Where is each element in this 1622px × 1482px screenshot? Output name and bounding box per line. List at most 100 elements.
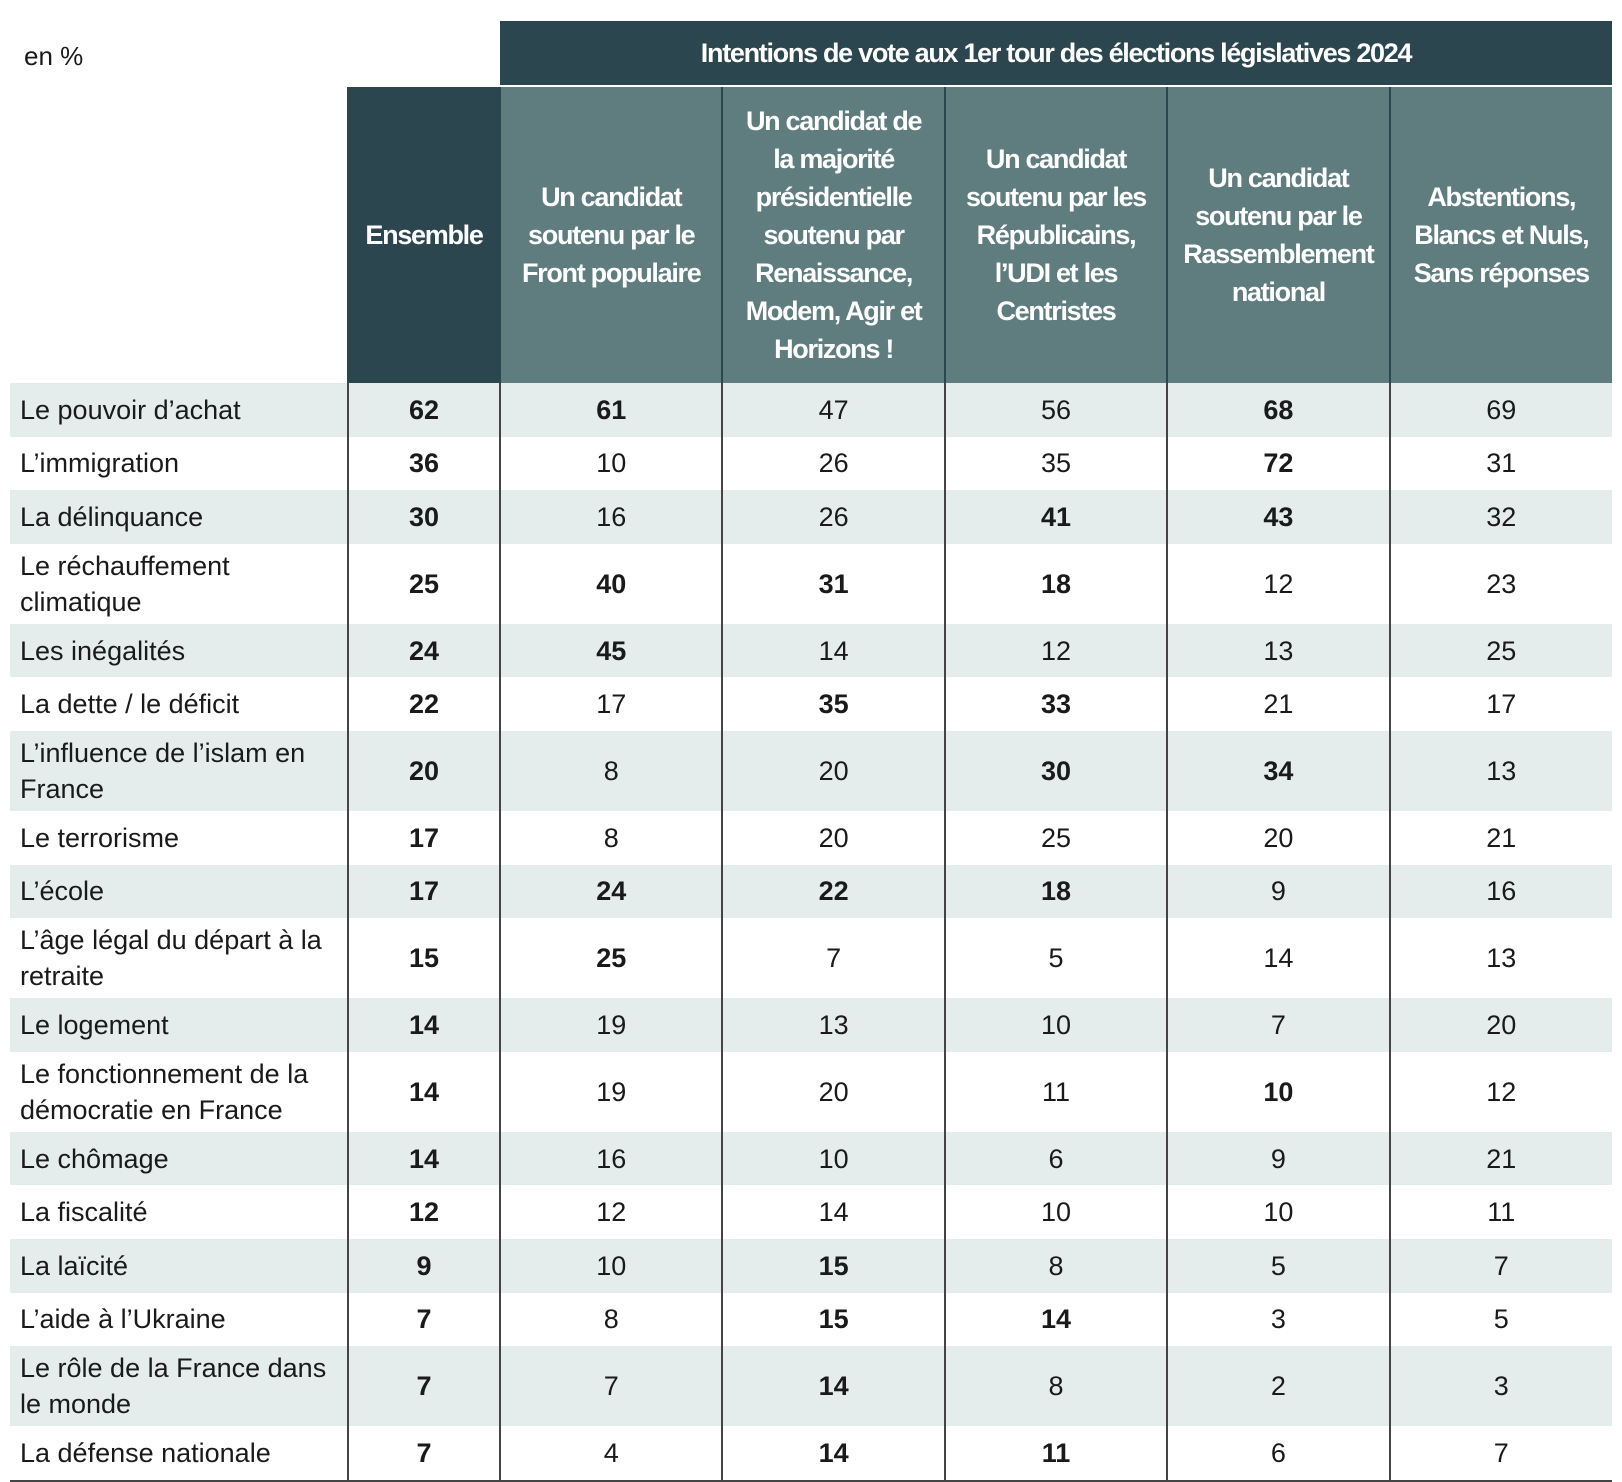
cell-value: 61 xyxy=(499,383,723,437)
cell-value: 69 xyxy=(1388,383,1612,437)
cell-value: 7 xyxy=(721,918,945,999)
cell-value: 10 xyxy=(1166,1051,1390,1132)
cell-value: 26 xyxy=(721,490,945,544)
cell-value: 41 xyxy=(943,490,1168,544)
table-row: L’âge légal du départ à la retraite 15 25 7… xyxy=(10,918,1612,999)
cell-value: 14 xyxy=(721,1426,945,1482)
table-row: L’immigration 36 10 26 35 72 31 xyxy=(10,436,1612,491)
cell-value: 25 xyxy=(1388,623,1612,678)
cell-value: 20 xyxy=(721,730,945,811)
row-label: Le logement xyxy=(10,998,348,1052)
table-row: La dette / le déficit 22 17 35 33 21 17 xyxy=(10,677,1612,731)
row-label: Le fonctionnement de la démocratie en Fr… xyxy=(20,1058,309,1125)
cell-value: 8 xyxy=(943,1238,1168,1293)
cell-value: 17 xyxy=(346,864,501,919)
cell-value: 31 xyxy=(1388,436,1612,491)
cell-value: 30 xyxy=(346,490,501,544)
cell-value: 6 xyxy=(943,1131,1168,1186)
row-label: L’immigration xyxy=(20,448,180,479)
cell-value: 3 xyxy=(1388,1346,1612,1427)
table-row: Le pouvoir d’achat 62 61 47 56 68 69 xyxy=(10,383,1612,437)
cell-value: 24 xyxy=(346,623,501,678)
cell-value: 7 xyxy=(1388,1238,1612,1293)
row-label: Le pouvoir d’achat xyxy=(10,383,348,437)
row-label: La fiscalité xyxy=(20,1197,148,1228)
cell-value: 5 xyxy=(1166,1238,1390,1293)
table-row: Le logement 14 19 13 10 7 20 xyxy=(10,998,1612,1052)
cell-value: 12 xyxy=(1388,1051,1612,1132)
cell-value: 22 xyxy=(721,864,945,919)
column-header: Un candidat soutenu par les Républicains… xyxy=(943,87,1168,383)
row-label: L’aide à l’Ukraine xyxy=(20,1304,226,1335)
cell-value: 20 xyxy=(1166,810,1390,865)
table-row: Le fonctionnement de la démocratie en Fr… xyxy=(10,1051,1612,1132)
cell-value: 8 xyxy=(499,730,723,811)
cell-value: 12 xyxy=(943,623,1168,678)
cell-value: 11 xyxy=(943,1426,1168,1482)
column-header: Un candidat de la majorité présidentiell… xyxy=(721,87,945,383)
cell-value: 72 xyxy=(1166,436,1390,491)
cell-value: 10 xyxy=(499,1238,723,1293)
cell-value: 9 xyxy=(1166,1131,1390,1186)
cell-value: 10 xyxy=(943,998,1168,1052)
row-label: La délinquance xyxy=(10,490,348,544)
table-page: en % Intentions de vote aux 1er tour des… xyxy=(10,21,1612,1482)
cell-value: 62 xyxy=(346,383,501,437)
cell-value: 14 xyxy=(346,1131,501,1186)
cell-value: 25 xyxy=(346,543,501,624)
row-label: Le réchauffement climatique xyxy=(20,550,230,617)
cell-value: 20 xyxy=(721,810,945,865)
row-label: La dette / le déficit xyxy=(20,689,240,720)
super-header: Intentions de vote aux 1er tour des élec… xyxy=(500,21,1612,85)
table-row: Le rôle de la France dans le monde 7 7 14 8 2… xyxy=(10,1346,1612,1427)
cell-value: 26 xyxy=(721,436,945,491)
cell-value: 23 xyxy=(1388,543,1612,624)
cell-value: 20 xyxy=(1388,998,1612,1052)
table-row: Le réchauffement climatique 25 40 31 18 12 23 xyxy=(10,543,1612,624)
row-label: Le rôle de la France dans le monde xyxy=(10,1346,348,1427)
cell-value: 21 xyxy=(1388,810,1612,865)
row-label: Le chômage xyxy=(10,1131,348,1186)
cell-value: 13 xyxy=(721,998,945,1052)
cell-value: 10 xyxy=(499,436,723,491)
cell-value: 9 xyxy=(346,1238,501,1293)
cell-value: 32 xyxy=(1388,490,1612,544)
cell-value: 47 xyxy=(721,383,945,437)
row-label: L’âge légal du départ à la retraite xyxy=(20,925,322,992)
cell-value: 17 xyxy=(499,677,723,731)
cell-value: 20 xyxy=(721,1051,945,1132)
cell-value: 10 xyxy=(1166,1185,1390,1239)
cell-value: 4 xyxy=(499,1426,723,1482)
table-row: La délinquance 30 16 26 41 43 32 xyxy=(10,490,1612,544)
cell-value: 7 xyxy=(499,1346,723,1427)
cell-value: 14 xyxy=(1166,918,1390,999)
cell-value: 14 xyxy=(721,623,945,678)
cell-value: 11 xyxy=(943,1051,1168,1132)
cell-value: 7 xyxy=(1166,998,1390,1052)
table-row: La fiscalité 12 12 14 10 10 11 xyxy=(10,1185,1612,1239)
cell-value: 5 xyxy=(943,918,1168,999)
table-row: Les inégalités 24 45 14 12 13 25 xyxy=(10,623,1612,678)
cell-value: 15 xyxy=(346,918,501,999)
cell-value: 7 xyxy=(346,1426,501,1482)
column-header: Ensemble xyxy=(346,87,501,383)
cell-value: 10 xyxy=(721,1131,945,1186)
cell-value: 5 xyxy=(1388,1292,1612,1347)
cell-value: 20 xyxy=(346,730,501,811)
cell-value: 30 xyxy=(943,730,1168,811)
cell-value: 14 xyxy=(721,1346,945,1427)
table-row: L’influence de l’islam en France 20 8 20 30 3… xyxy=(10,730,1612,811)
cell-value: 18 xyxy=(943,864,1168,919)
cell-value: 19 xyxy=(499,1051,723,1132)
cell-value: 8 xyxy=(943,1346,1168,1427)
table-row: La défense nationale 7 4 14 11 6 7 xyxy=(10,1426,1612,1482)
row-label: L’influence de l’islam en France xyxy=(10,730,348,811)
cell-value: 10 xyxy=(943,1185,1168,1239)
row-label: La laïcité xyxy=(10,1238,348,1293)
cell-value: 21 xyxy=(1166,677,1390,731)
cell-value: 8 xyxy=(499,810,723,865)
cell-value: 13 xyxy=(1166,623,1390,678)
cell-value: 36 xyxy=(346,436,501,491)
cell-value: 12 xyxy=(499,1185,723,1239)
cell-value: 35 xyxy=(943,436,1168,491)
